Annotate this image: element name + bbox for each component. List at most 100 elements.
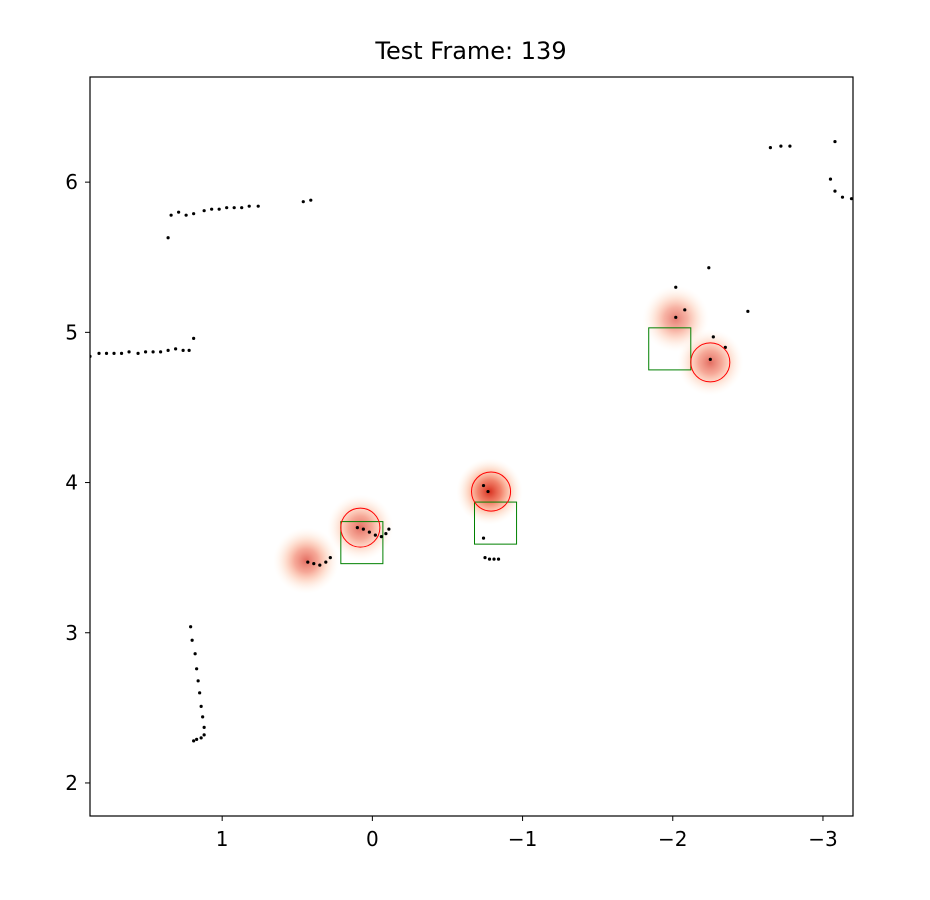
scan-point	[828, 177, 833, 181]
scan-point	[202, 725, 206, 729]
detection-circle	[471, 471, 512, 512]
scan-point	[384, 532, 388, 536]
scan-point	[192, 336, 196, 340]
scan-point	[708, 357, 712, 361]
plot-area	[90, 139, 853, 743]
y-tick-label: 2	[65, 771, 78, 795]
scan-point	[181, 348, 185, 352]
scan-point	[492, 557, 496, 561]
x-tick-label: −1	[508, 827, 537, 851]
scan-point	[683, 308, 687, 312]
x-tick-label: 0	[366, 827, 379, 851]
scan-point	[723, 345, 727, 349]
scan-point	[198, 691, 202, 695]
ground-truth-box	[340, 521, 384, 565]
scan-point	[373, 533, 377, 537]
heat-blob	[273, 527, 340, 594]
scan-point	[833, 139, 837, 144]
ground-truth-box	[648, 327, 692, 371]
x-tick-label: −3	[808, 827, 837, 851]
scan-point	[833, 189, 837, 193]
scan-point	[496, 557, 501, 561]
scan-point	[707, 266, 711, 270]
y-axis: 2 3 4 5 6	[65, 170, 90, 795]
plot-frame	[89, 76, 854, 817]
x-tick-label: −2	[658, 827, 687, 851]
scan-point	[192, 739, 196, 743]
scan-point	[210, 207, 214, 211]
scan-point	[158, 350, 163, 354]
scan-point	[711, 335, 715, 339]
x-tick-label: 1	[216, 827, 229, 851]
scan-points-layer	[90, 139, 853, 743]
detection-circle	[340, 507, 381, 548]
scan-point	[166, 236, 170, 240]
scan-point	[202, 209, 206, 213]
scan-point	[674, 285, 678, 289]
scan-point	[136, 351, 140, 355]
scan-point	[367, 530, 371, 534]
scan-point	[788, 144, 792, 148]
detection-circle	[690, 342, 731, 383]
detections-layer	[340, 342, 731, 548]
y-tick-label: 5	[65, 320, 78, 344]
scan-point	[192, 212, 196, 216]
scan-point	[199, 736, 203, 740]
scan-point	[202, 733, 206, 737]
scan-point	[387, 527, 391, 531]
scan-point	[97, 351, 101, 355]
scan-point	[199, 704, 203, 708]
scan-point	[318, 563, 322, 567]
scan-point	[193, 652, 197, 656]
scan-point	[312, 562, 316, 566]
scan-point	[177, 210, 181, 214]
scan-point	[849, 197, 853, 201]
scan-point	[355, 526, 359, 530]
scan-point	[328, 556, 332, 560]
scan-point	[174, 347, 178, 351]
heatmap-layer	[273, 285, 744, 594]
scan-point	[112, 351, 116, 355]
scan-point	[119, 351, 124, 355]
scan-point	[247, 204, 251, 208]
y-tick-label: 4	[65, 471, 78, 495]
scan-point	[324, 560, 328, 564]
scan-point	[232, 206, 236, 210]
scan-point	[487, 557, 492, 561]
chart-title: Test Frame: 139	[374, 37, 566, 65]
scan-point	[143, 350, 148, 354]
scan-point	[309, 198, 313, 202]
ground-truth-layer	[340, 327, 692, 565]
scan-point	[201, 715, 205, 719]
scan-point	[746, 309, 750, 313]
scan-point	[104, 351, 109, 355]
scan-point	[840, 195, 845, 199]
scan-point	[195, 737, 199, 741]
scan-point	[187, 348, 191, 352]
scan-point	[189, 625, 193, 629]
scan-point	[379, 535, 383, 539]
heat-blob	[677, 329, 744, 396]
scan-point	[483, 556, 487, 560]
scan-point	[184, 213, 188, 217]
scan-point	[486, 489, 490, 494]
scan-point	[674, 315, 678, 319]
scan-point	[127, 350, 131, 354]
scan-point	[196, 679, 200, 683]
scan-point	[190, 638, 194, 642]
scan-point	[166, 348, 170, 352]
scan-point	[240, 206, 244, 210]
scan-point	[169, 213, 173, 217]
heat-blob	[327, 494, 394, 561]
scan-point	[306, 560, 310, 564]
scan-point	[361, 527, 365, 531]
scan-point	[768, 145, 772, 150]
x-axis: 1 0 −1 −2 −3	[216, 816, 838, 851]
scan-point	[225, 206, 229, 210]
y-tick-label: 3	[65, 621, 78, 645]
scan-point	[481, 483, 486, 488]
scan-point	[481, 536, 486, 540]
scan-point	[151, 350, 155, 354]
